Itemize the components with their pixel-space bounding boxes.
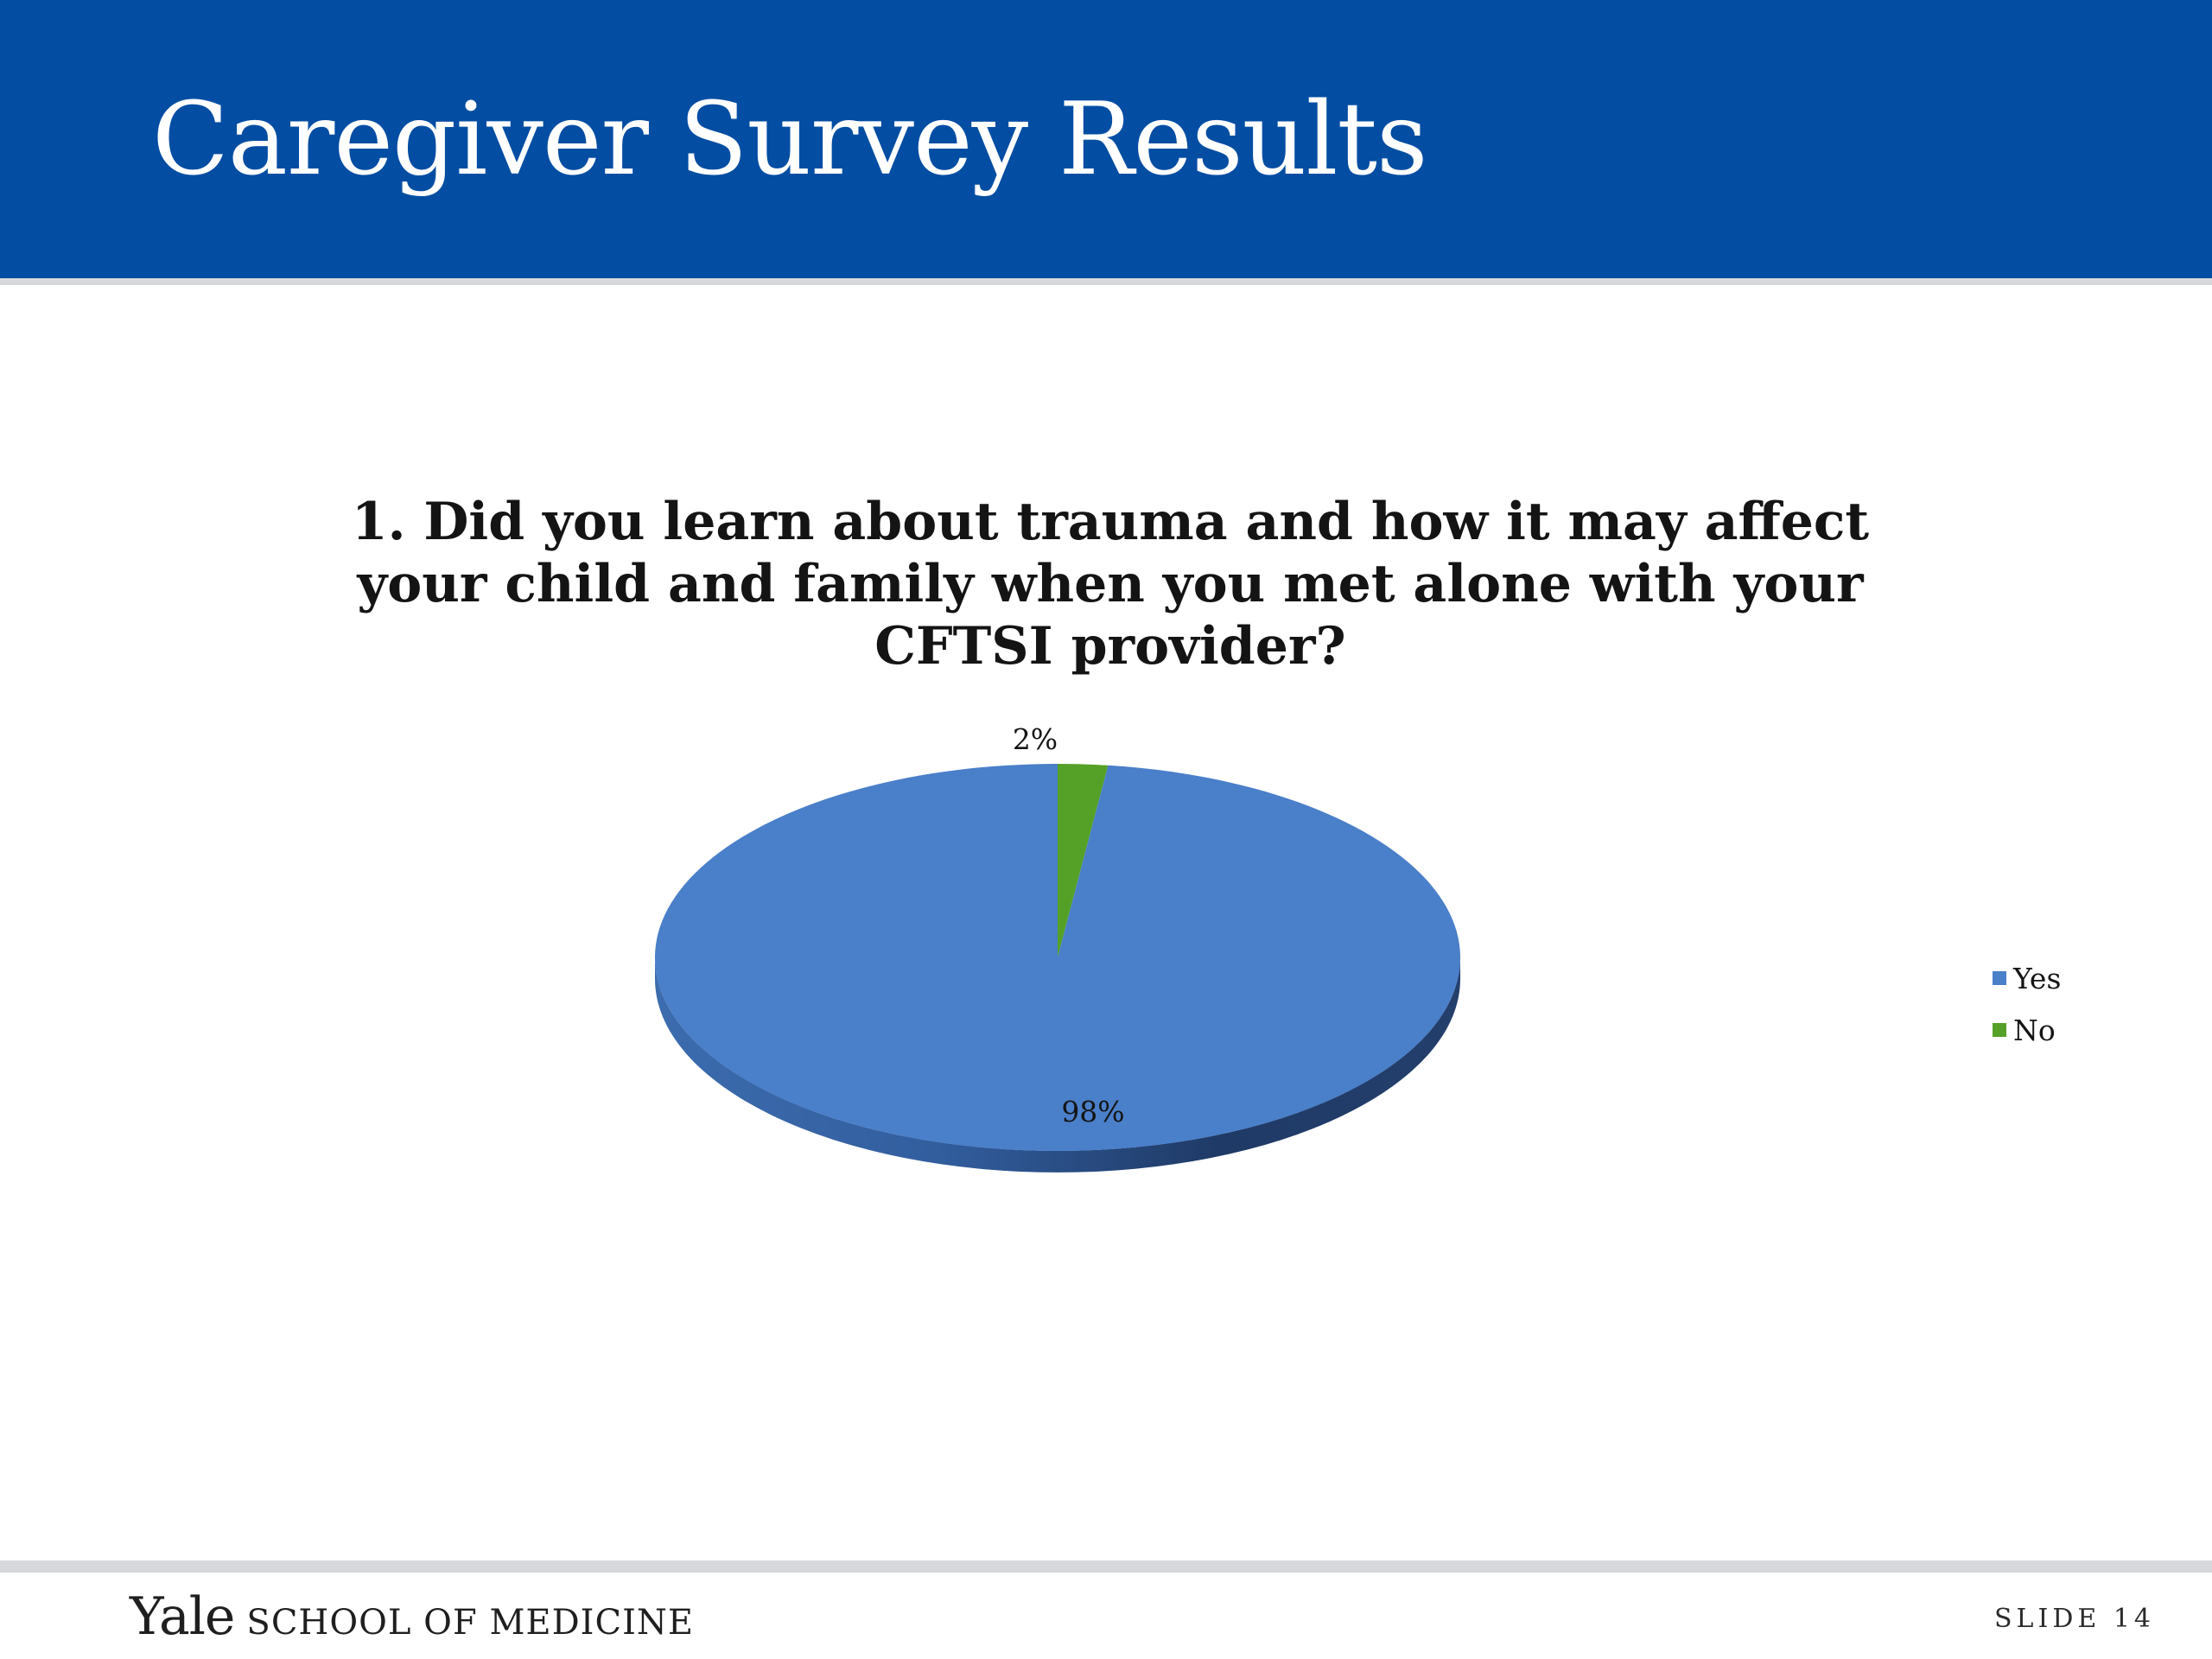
legend-label-no: No xyxy=(2013,1013,2056,1047)
chart-title: 1. Did you learn about trauma and how it… xyxy=(351,492,1870,677)
slide-title: Caregiver Survey Results xyxy=(152,81,1428,198)
header-divider xyxy=(0,278,2212,285)
chart-legend: Yes No xyxy=(1993,952,2061,1056)
data-label-no: 2% xyxy=(1013,722,1058,756)
legend-swatch-yes xyxy=(1993,971,2006,985)
legend-item-no: No xyxy=(1993,1004,2061,1056)
legend-swatch-no xyxy=(1993,1023,2006,1037)
footer-divider xyxy=(0,1560,2212,1573)
brand-yale: Yale xyxy=(130,1586,235,1647)
legend-label-yes: Yes xyxy=(2013,961,2062,995)
slide-number: SLIDE 14 xyxy=(1994,1604,2155,1634)
pie-slice-yes xyxy=(655,764,1461,1151)
footer-brand: Yale SCHOOL OF MEDICINE xyxy=(130,1586,694,1647)
brand-school: SCHOOL OF MEDICINE xyxy=(246,1603,695,1643)
header-band xyxy=(0,0,2212,278)
data-label-yes: 98% xyxy=(1061,1095,1124,1128)
pie-slice-no xyxy=(1058,764,1109,957)
legend-item-yes: Yes xyxy=(1993,952,2061,1004)
